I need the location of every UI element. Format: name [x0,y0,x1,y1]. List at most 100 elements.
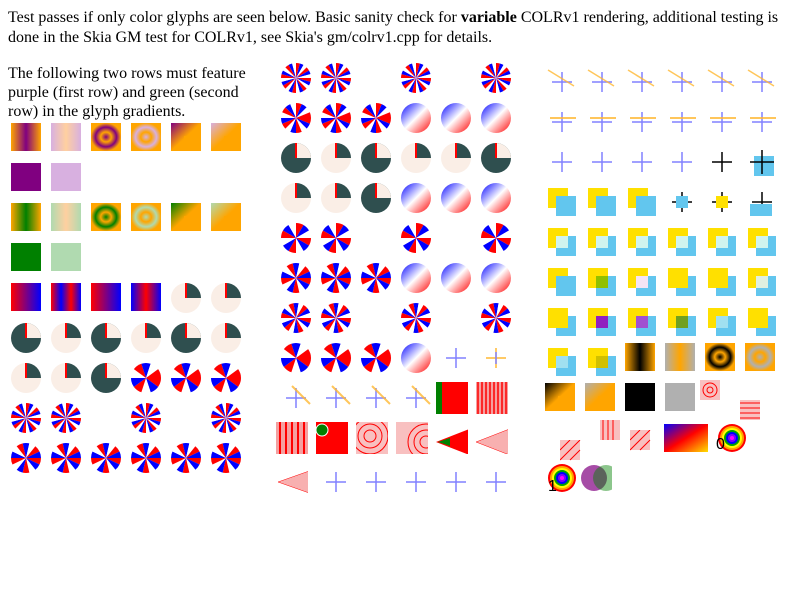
sweep-gradient-glyph [280,302,312,334]
cross-glyph [706,146,738,178]
yellow-sky-glyph [626,186,658,218]
blue-red-circle-glyph [480,262,512,294]
cross-glyph [746,66,778,98]
pie-glyph [480,142,512,174]
overlapping-circles-glyph [580,462,612,494]
yellow-sky-glyph [746,306,778,338]
sweep-gradient-glyph [50,442,82,474]
cross-glyph [546,66,578,98]
corner-gradient-light-green-glyph [210,202,242,234]
sweep-gradient-glyph [90,442,122,474]
yellow-sky-glyph [666,266,698,298]
sweep-gradient-glyph [10,402,42,434]
cross-glyph [546,146,578,178]
yellow-sky-glyph [546,306,578,338]
sweep-gradient-glyph [130,402,162,434]
cross-glyph [666,66,698,98]
yellow-sky-glyph [746,266,778,298]
yellow-sky-glyph [546,186,578,218]
cross-glyph [440,466,472,498]
yellow-sky-glyph [546,346,578,378]
solid-gray-glyph [664,382,696,414]
sweep-gradient-glyph [280,222,312,254]
sweep-gradient-glyph [280,102,312,134]
pie-glyph [10,362,42,394]
sweep-gradient-glyph [480,302,512,334]
red-cone-glyph [436,422,468,454]
yellow-sky-glyph [626,306,658,338]
intro-bold-word: variable [460,9,517,26]
pie-glyph [210,322,242,354]
yellow-sky-glyph [706,266,738,298]
pie-glyph [50,322,82,354]
corner-gradient-light-purple-glyph [210,122,242,154]
sweep-gradient-glyph [400,62,432,94]
linear-gradient-green-glyph [10,202,42,234]
blue-red-circle-glyph [400,262,432,294]
yellow-sky-glyph [666,306,698,338]
pie-glyph [50,362,82,394]
blue-yellow-gradient-glyph [664,422,710,454]
yellow-sky-glyph [706,226,738,258]
yellow-sky-glyph [586,226,618,258]
corner-gradient-green-glyph [170,202,202,234]
pie-glyph [130,322,162,354]
red-stripe-glyph [740,400,772,432]
cross-glyph [626,66,658,98]
orange-black-radial-glyph [704,342,736,374]
sweep-gradient-glyph [210,362,242,394]
pie-glyph [360,142,392,174]
radial-gradient-purple-glyph [90,122,122,154]
cross-glyph [666,146,698,178]
sweep-gradient-glyph [480,62,512,94]
yellow-sky-glyph [546,226,578,258]
yellow-sky-glyph [586,346,618,378]
sweep-gradient-glyph [320,302,352,334]
sweep-gradient-glyph [280,262,312,294]
pie-glyph [280,182,312,214]
cross-glyph [480,466,512,498]
red-blue-gradient-glyph [10,282,42,314]
red-stripe-glyph [600,420,632,452]
blue-red-circle-glyph [400,102,432,134]
sweep-gradient-glyph [50,402,82,434]
blue-red-circle-glyph [480,102,512,134]
pie-glyph [170,322,202,354]
cross-glyph [360,382,392,414]
red-stripe-glyph [630,430,662,462]
cross-glyph [400,382,432,414]
sweep-gradient-glyph [400,222,432,254]
red-ring-glyph [356,422,388,454]
corner-gradient-gray-glyph [584,382,616,414]
red-stripe-glyph [476,382,508,414]
yellow-sky-glyph [626,226,658,258]
yellow-sky-glyph [546,266,578,298]
solid-light-purple-glyph [50,162,82,194]
solid-green-glyph [10,242,42,274]
yellow-sky-glyph [666,226,698,258]
cross-glyph [666,106,698,138]
intro-text-start: Test passes if only color glyphs are see… [8,9,461,26]
cross-glyph [360,466,392,498]
red-stripe-glyph [276,422,308,454]
cross-glyph [706,106,738,138]
red-stripe-glyph [436,382,468,414]
sweep-gradient-glyph [360,342,392,374]
yellow-sky-glyph [586,266,618,298]
pie-light-glyph [210,282,242,314]
cross-glyph [320,382,352,414]
cross-glyph [440,342,472,374]
pie-glyph [320,182,352,214]
blue-red-circle-glyph [400,182,432,214]
blue-red-blue-glyph [130,282,162,314]
rainbow-target-glyph [546,462,578,494]
cross-glyph [746,186,778,218]
yellow-sky-glyph [626,266,658,298]
pie-glyph [280,142,312,174]
cross-glyph [280,382,312,414]
cross-glyph [546,106,578,138]
red-ring-glyph [700,380,732,412]
intro-paragraph: Test passes if only color glyphs are see… [8,8,792,48]
blue-red-circle-glyph [440,262,472,294]
sweep-gradient-glyph [320,62,352,94]
